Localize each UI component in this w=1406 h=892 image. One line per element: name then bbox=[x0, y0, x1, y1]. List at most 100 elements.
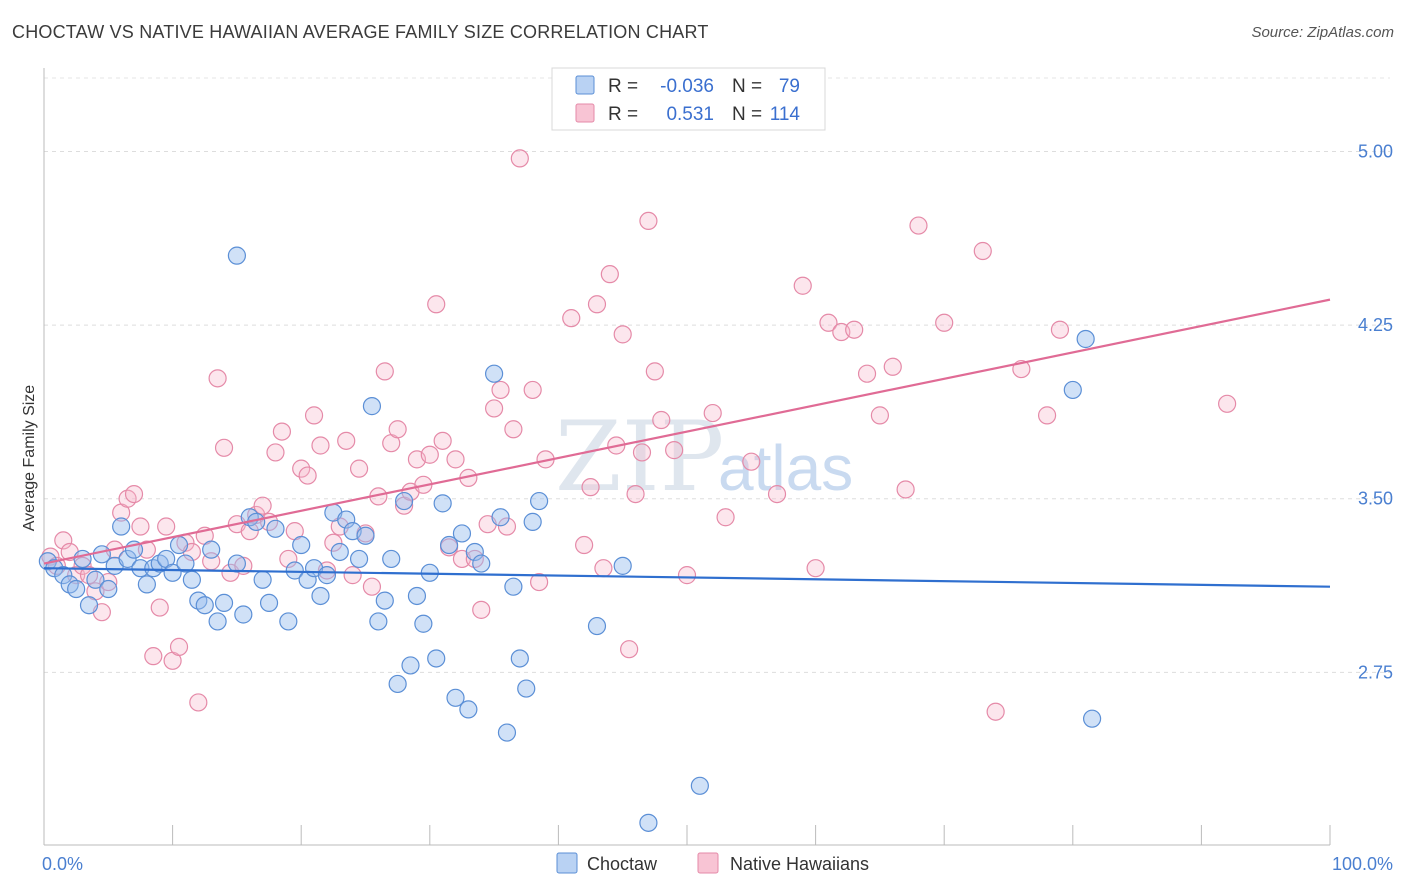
hawaiian-point-87 bbox=[632, 443, 652, 462]
hawaiian-point-59 bbox=[420, 445, 439, 464]
series-native-hawaiians bbox=[41, 149, 1237, 721]
choctaw-point-27 bbox=[214, 593, 234, 613]
hawaiian-point-104 bbox=[883, 357, 902, 376]
axes bbox=[43, 68, 1331, 846]
choctaw-point-72 bbox=[523, 512, 542, 531]
hawaiian-point-26 bbox=[208, 369, 227, 388]
choctaw-point-51 bbox=[382, 549, 401, 569]
choctaw-point-77 bbox=[639, 813, 658, 832]
legend-n-label-choctaw: N = bbox=[732, 76, 762, 97]
hawaiian-point-37 bbox=[279, 549, 298, 569]
choctaw-point-47 bbox=[356, 526, 375, 545]
choctaw-point-64 bbox=[465, 542, 484, 562]
hawaiian-point-69 bbox=[485, 399, 504, 418]
hawaiian-point-71 bbox=[497, 517, 517, 536]
bottom-legend: Choctaw Native Hawaiians bbox=[556, 852, 869, 874]
top-legend: R = -0.036 N = 79 R = 0.531 N = 114 bbox=[551, 67, 826, 131]
hawaiian-point-113 bbox=[1218, 394, 1237, 413]
choctaw-point-2 bbox=[54, 566, 73, 585]
hawaiian-point-63 bbox=[446, 450, 465, 469]
choctaw-point-52 bbox=[388, 674, 407, 694]
choctaw-point-6 bbox=[79, 596, 99, 615]
hawaiian-point-46 bbox=[337, 431, 356, 450]
choctaw-point-71 bbox=[517, 679, 536, 698]
hawaiian-point-109 bbox=[986, 702, 1005, 721]
choctaw-point-4 bbox=[67, 579, 86, 599]
choctaw-point-78 bbox=[1063, 380, 1082, 400]
hawaiian-point-16 bbox=[144, 647, 163, 666]
hawaiian-point-31 bbox=[240, 522, 259, 541]
choctaw-point-50 bbox=[375, 591, 394, 610]
hawaiian-point-70 bbox=[491, 380, 510, 400]
hawaiian-point-33 bbox=[253, 496, 272, 515]
hawaiian-point-106 bbox=[909, 216, 928, 235]
choctaw-point-33 bbox=[259, 593, 279, 613]
hawaiian-point-74 bbox=[523, 380, 542, 400]
choctaw-point-26 bbox=[208, 612, 227, 631]
hawaiian-point-73 bbox=[510, 149, 529, 168]
hawaiian-point-67 bbox=[472, 600, 491, 619]
choctaw-point-49 bbox=[369, 612, 388, 631]
choctaw-point-46 bbox=[349, 549, 369, 569]
hawaiian-point-101 bbox=[845, 320, 864, 339]
y-tick-labels: 2.75 3.50 4.25 5.00 bbox=[1358, 141, 1393, 682]
hawaiian-point-88 bbox=[639, 211, 658, 231]
choctaw-point-63 bbox=[459, 700, 478, 719]
hawaiian-point-60 bbox=[427, 295, 446, 314]
choctaw-point-81 bbox=[227, 246, 246, 265]
hawaiian-point-61 bbox=[433, 431, 452, 450]
choctaw-point-53 bbox=[394, 491, 414, 511]
hawaiian-point-89 bbox=[645, 362, 664, 381]
watermark-zip: ZIP bbox=[555, 401, 724, 513]
hawaiian-point-41 bbox=[304, 406, 324, 425]
hawaiian-point-50 bbox=[362, 577, 382, 596]
choctaw-point-70 bbox=[510, 649, 529, 668]
hawaiian-point-39 bbox=[292, 459, 311, 478]
choctaw-point-76 bbox=[690, 776, 709, 795]
choctaw-point-41 bbox=[317, 566, 337, 585]
series-choctaw bbox=[38, 246, 1102, 832]
choctaw-point-44 bbox=[337, 510, 356, 529]
hawaiian-point-98 bbox=[806, 559, 825, 578]
choctaw-point-65 bbox=[472, 554, 491, 573]
bottom-legend-label-choctaw: Choctaw bbox=[587, 854, 658, 874]
choctaw-point-68 bbox=[497, 723, 517, 742]
grid bbox=[44, 77, 1390, 673]
choctaw-point-21 bbox=[176, 554, 195, 573]
choctaw-point-55 bbox=[407, 586, 427, 606]
choctaw-point-20 bbox=[169, 535, 189, 555]
choctaw-point-37 bbox=[292, 535, 311, 555]
choctaw-point-60 bbox=[439, 535, 459, 555]
hawaiian-point-80 bbox=[587, 295, 607, 314]
watermark: ZIP atlas bbox=[555, 401, 853, 513]
choctaw-point-67 bbox=[491, 508, 510, 527]
top-legend-box bbox=[551, 67, 826, 131]
hawaiian-point-17 bbox=[150, 598, 169, 617]
hawaiian-point-95 bbox=[742, 452, 761, 471]
choctaw-point-79 bbox=[1076, 329, 1095, 349]
bottom-legend-label-hawaiian: Native Hawaiians bbox=[730, 854, 869, 874]
hawaiian-point-14 bbox=[131, 517, 150, 536]
choctaw-point-25 bbox=[202, 540, 221, 559]
hawaiian-point-93 bbox=[703, 403, 722, 423]
hawaiian-point-13 bbox=[124, 484, 144, 504]
choctaw-point-5 bbox=[73, 549, 92, 569]
hawaiian-point-44 bbox=[324, 533, 343, 552]
hawaiian-point-52 bbox=[375, 362, 394, 381]
hawaiian-point-107 bbox=[935, 313, 954, 332]
choctaw-point-56 bbox=[414, 614, 433, 633]
y-tick-label-3: 5.00 bbox=[1358, 141, 1393, 161]
chart-title: CHOCTAW VS NATIVE HAWAIIAN AVERAGE FAMIL… bbox=[12, 22, 709, 42]
choctaw-point-75 bbox=[613, 556, 632, 575]
choctaw-point-58 bbox=[427, 649, 446, 668]
choctaw-point-35 bbox=[279, 612, 298, 631]
hawaiian-point-5 bbox=[73, 556, 92, 575]
bottom-legend-swatch-hawaiian bbox=[697, 852, 719, 874]
choctaw-point-28 bbox=[227, 554, 246, 573]
y-tick-label-0: 2.75 bbox=[1358, 662, 1393, 682]
legend-n-value-hawaiian: 114 bbox=[770, 104, 801, 125]
hawaiian-point-42 bbox=[311, 436, 330, 455]
hawaiian-point-77 bbox=[562, 309, 581, 328]
choctaw-point-14 bbox=[131, 559, 150, 578]
